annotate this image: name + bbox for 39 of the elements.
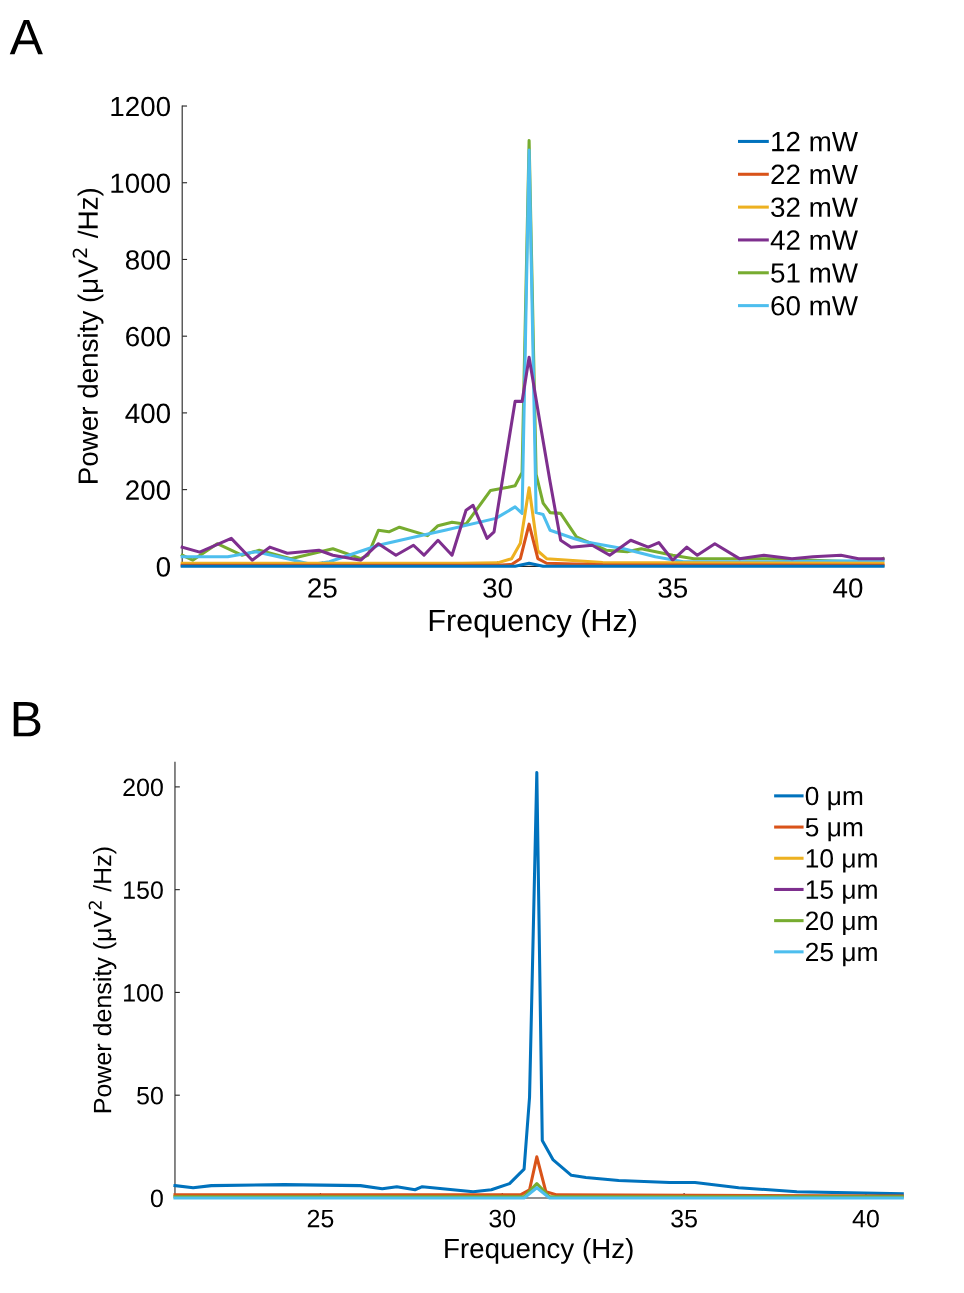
text: A <box>9 19 43 55</box>
y-tick-label: 200 <box>126 480 170 500</box>
legend-label: 12 mW <box>772 131 858 152</box>
legend-label: 5 μm <box>805 818 863 842</box>
legend-label: 15 μm <box>806 880 877 904</box>
x-tick-label: 30 <box>483 578 512 598</box>
legend-label: 42 mW <box>770 230 858 250</box>
y-tick-label: 0 <box>150 1189 163 1208</box>
legend-label: 25 μm <box>806 942 877 967</box>
y-tick-label: 100 <box>124 984 163 1002</box>
x-tick-label: 30 <box>489 1209 516 1228</box>
x-axis-title: Frequency (Hz) <box>429 608 636 638</box>
x-tick-label: 25 <box>308 578 337 598</box>
legend-label: 32 mW <box>771 197 858 218</box>
text: B <box>13 701 41 737</box>
legend-label: 51 mW <box>771 263 858 283</box>
line-series <box>180 355 885 562</box>
legend-label: 0 μm <box>805 786 863 811</box>
legend-label: 60 mW <box>771 295 858 316</box>
legend-label: 10 μm <box>806 849 877 873</box>
y-tick-label: 0 <box>156 557 170 577</box>
x-tick-label: 25 <box>307 1209 334 1228</box>
x-tick-label: 35 <box>658 578 688 598</box>
y-axis-title: Power density (μV$^{2}$ /Hz) <box>72 188 104 483</box>
y-tick-label: 800 <box>125 250 170 270</box>
legend-label: 20 μm <box>806 911 877 935</box>
y-tick-label: 150 <box>124 881 163 899</box>
legend-label: 22 mW <box>771 164 858 184</box>
x-tick-label: 40 <box>852 1209 879 1228</box>
y-axis-title: Power density (μV$^{2}$ /Hz) <box>88 847 117 1113</box>
x-tick-label: 35 <box>671 1209 697 1228</box>
y-tick-label: 50 <box>137 1086 163 1105</box>
x-tick-label: 40 <box>833 578 863 598</box>
y-tick-label: 600 <box>126 326 170 347</box>
x-axis-title: Frequency (Hz) <box>445 1237 633 1264</box>
y-tick-label: 400 <box>125 403 170 424</box>
y-tick-label: 200 <box>123 778 163 797</box>
y-tick-label: 1000 <box>111 173 170 194</box>
y-tick-label: 1200 <box>111 96 170 117</box>
